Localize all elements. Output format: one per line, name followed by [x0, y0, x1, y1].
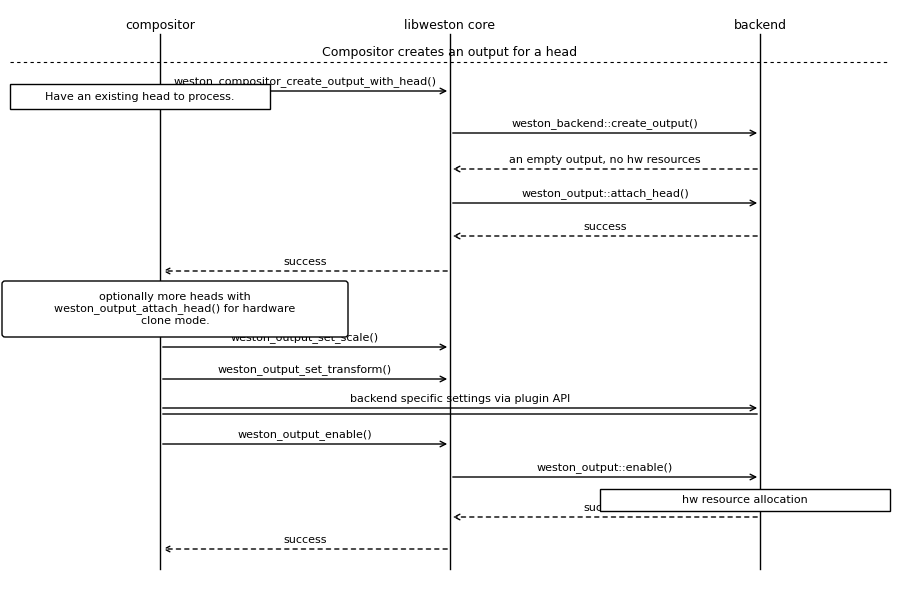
- Text: an empty output, no hw resources: an empty output, no hw resources: [509, 155, 701, 165]
- Text: success: success: [583, 503, 626, 513]
- Text: success: success: [583, 222, 626, 232]
- Text: weston_output_set_scale(): weston_output_set_scale(): [231, 332, 379, 343]
- Text: success: success: [284, 535, 327, 545]
- Text: Have an existing head to process.: Have an existing head to process.: [45, 91, 235, 101]
- Text: hw resource allocation: hw resource allocation: [682, 495, 808, 505]
- Text: backend specific settings via plugin API: backend specific settings via plugin API: [350, 394, 570, 404]
- Text: weston_output_set_transform(): weston_output_set_transform(): [218, 364, 392, 375]
- FancyBboxPatch shape: [600, 489, 890, 511]
- Text: weston_backend::create_output(): weston_backend::create_output(): [511, 118, 698, 129]
- Text: libweston core: libweston core: [404, 19, 496, 32]
- Text: Compositor creates an output for a head: Compositor creates an output for a head: [322, 46, 578, 59]
- FancyBboxPatch shape: [10, 84, 270, 109]
- Text: weston_output::attach_head(): weston_output::attach_head(): [521, 188, 688, 199]
- Text: success: success: [284, 257, 327, 267]
- Text: backend: backend: [734, 19, 787, 32]
- FancyBboxPatch shape: [2, 281, 348, 337]
- Text: optionally more heads with
weston_output_attach_head() for hardware
clone mode.: optionally more heads with weston_output…: [54, 292, 295, 326]
- Text: weston_output::enable(): weston_output::enable(): [537, 462, 673, 473]
- Text: weston_compositor_create_output_with_head(): weston_compositor_create_output_with_hea…: [174, 76, 436, 87]
- Text: weston_output_enable(): weston_output_enable(): [238, 429, 373, 440]
- Text: compositor: compositor: [125, 19, 195, 32]
